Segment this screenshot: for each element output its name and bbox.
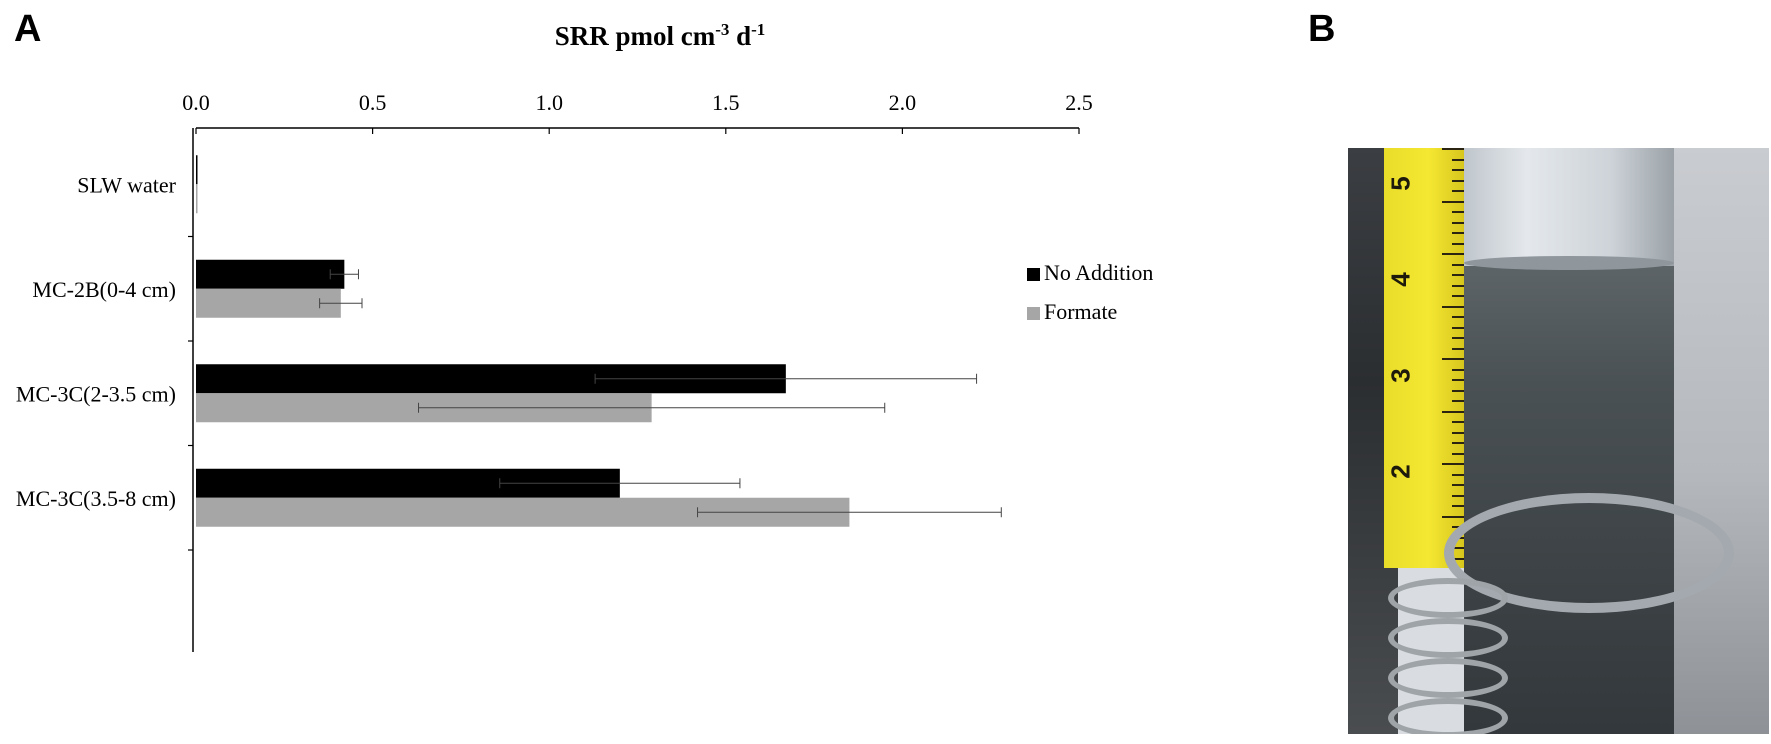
legend-swatch [1027,268,1040,281]
tape-tick [1452,211,1464,213]
tape-tick [1442,253,1464,255]
bar-formate [196,184,198,214]
tape-tick [1452,179,1464,182]
coil-4 [1388,698,1508,734]
tape-tick [1452,484,1464,486]
x-tick-label: 1.5 [712,90,740,115]
tape-tick [1452,473,1464,476]
bar-no-addition [196,155,198,185]
clamp-ring [1444,493,1734,613]
tape-tick [1442,148,1464,150]
tape-tick [1452,158,1464,161]
axis-title-sup2: -1 [751,20,765,39]
coil-1 [1388,578,1508,618]
tape-tick [1452,242,1464,245]
tape-tick [1452,337,1464,339]
tape-tick [1452,505,1464,507]
tape-tick [1452,326,1464,329]
tape-tick [1452,316,1464,318]
tape-tick [1452,274,1464,276]
bar-formate [196,288,341,318]
category-label: SLW water [77,172,176,197]
sediment-core-photo: 5 4 3 2 [1348,148,1769,734]
x-tick-label: 2.0 [889,90,917,115]
x-tick-label: 0.0 [182,90,210,115]
axes-layer: 0.0 0.5 1.0 1.5 2.0 2.5 SLW water MC-2B(0-4 cm)… [16,90,1093,652]
x-axis-title: SRR pmol cm-3 d-1 [555,20,766,51]
photo-background-right [1668,148,1769,734]
tape-tick [1452,442,1464,444]
tape-tick [1452,232,1464,234]
x-tick-label: 0.5 [359,90,387,115]
tape-tick [1452,452,1464,455]
tape-number: 5 [1385,176,1416,191]
tape-tick [1452,295,1464,297]
tape-tick [1442,463,1464,465]
tape-tick [1442,515,1464,518]
legend-label: Formate [1044,299,1117,324]
x-tick-label: 1.0 [535,90,563,115]
tape-tick [1452,190,1464,192]
tape-tick [1452,431,1464,434]
tape-tick [1452,263,1464,266]
tape-tick [1442,358,1464,360]
measuring-tape: 5 4 3 2 [1384,148,1464,568]
panel-label-a: A [14,8,42,50]
bar-no-addition [196,259,345,289]
legend: No Addition Formate [1027,260,1153,324]
axis-title-base: SRR pmol cm [555,21,716,51]
category-label: MC-3C(3.5-8 cm) [16,486,176,511]
coil-2 [1388,618,1508,658]
tape-tick [1452,368,1464,371]
tape-tick [1452,400,1464,402]
water-surface [1464,256,1674,270]
tape-tick [1452,169,1464,171]
srr-bar-chart: SRR pmol cm-3 d-1 0.0 0.5 1.0 1.5 2.0 2.5 SLW … [16,20,1153,652]
tape-tick [1442,305,1464,308]
tape-tick [1442,200,1464,203]
axis-title-sup1: -3 [715,20,729,39]
tape-number: 4 [1385,272,1416,287]
tape-tick [1452,284,1464,287]
category-label: MC-3C(2-3.5 cm) [16,381,176,406]
coil-3 [1388,658,1508,698]
legend-swatch [1027,307,1040,320]
tape-tick [1452,221,1464,224]
bars-layer [196,155,1002,527]
tape-tick [1452,347,1464,350]
tape-number: 2 [1385,464,1416,479]
legend-label: No Addition [1044,260,1153,285]
tape-tick [1452,389,1464,392]
tape-tick [1452,421,1464,423]
panel-label-b: B [1308,8,1336,50]
x-tick-label: 2.5 [1065,90,1093,115]
tape-tick [1452,494,1464,497]
axis-title-mid: d [729,21,751,51]
tape-tick [1442,410,1464,413]
tape-number: 3 [1385,368,1416,383]
category-label: MC-2B(0-4 cm) [32,277,176,302]
tape-tick [1452,379,1464,381]
